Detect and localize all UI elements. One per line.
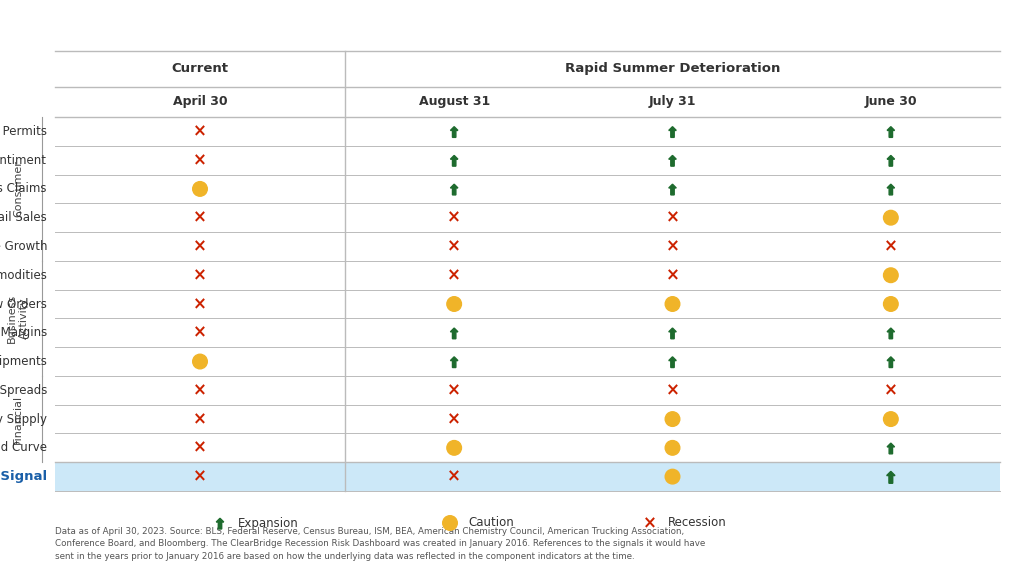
Text: ×: × xyxy=(884,237,897,255)
Circle shape xyxy=(665,470,680,484)
Text: Yield Curve: Yield Curve xyxy=(0,441,47,455)
Circle shape xyxy=(883,268,898,283)
Polygon shape xyxy=(450,184,457,195)
Text: ×: × xyxy=(193,410,207,428)
Text: Consumer: Consumer xyxy=(13,160,23,217)
Text: Caution: Caution xyxy=(468,516,514,530)
Text: ×: × xyxy=(644,514,657,532)
Text: Financial: Financial xyxy=(13,394,23,444)
Polygon shape xyxy=(887,357,894,368)
Polygon shape xyxy=(669,155,676,166)
Circle shape xyxy=(883,412,898,426)
Polygon shape xyxy=(887,328,894,339)
Circle shape xyxy=(665,296,680,312)
Text: ×: × xyxy=(884,382,897,400)
Polygon shape xyxy=(887,127,894,137)
Polygon shape xyxy=(887,184,894,195)
Text: Expansion: Expansion xyxy=(238,516,299,530)
Polygon shape xyxy=(669,184,676,195)
Text: ×: × xyxy=(193,468,207,486)
Polygon shape xyxy=(886,471,895,483)
Text: ×: × xyxy=(193,122,207,140)
Text: Rapid Summer Deterioration: Rapid Summer Deterioration xyxy=(564,63,780,75)
Polygon shape xyxy=(669,357,676,368)
Polygon shape xyxy=(669,328,676,339)
Polygon shape xyxy=(887,443,894,454)
Text: ×: × xyxy=(193,295,207,313)
Text: Current: Current xyxy=(172,63,228,75)
Circle shape xyxy=(192,354,208,369)
Text: ×: × xyxy=(447,468,462,486)
Polygon shape xyxy=(450,328,457,339)
Text: Overall Signal: Overall Signal xyxy=(0,470,47,483)
Text: ×: × xyxy=(447,266,462,284)
Text: ×: × xyxy=(665,208,680,227)
Text: Recession: Recession xyxy=(668,516,727,530)
Text: ×: × xyxy=(193,208,207,227)
Text: ×: × xyxy=(193,382,207,400)
Text: Wage Growth: Wage Growth xyxy=(0,240,47,253)
Text: ×: × xyxy=(447,382,462,400)
Circle shape xyxy=(883,210,898,225)
Circle shape xyxy=(665,441,680,455)
Text: ×: × xyxy=(193,324,207,342)
Text: ×: × xyxy=(193,266,207,284)
Polygon shape xyxy=(669,127,676,137)
Text: Jobless Claims: Jobless Claims xyxy=(0,182,47,196)
Text: Truck Shipments: Truck Shipments xyxy=(0,355,47,368)
Text: ×: × xyxy=(665,266,680,284)
Text: Housing Permits: Housing Permits xyxy=(0,125,47,138)
Text: ×: × xyxy=(665,237,680,255)
Text: ×: × xyxy=(193,237,207,255)
Text: August 31: August 31 xyxy=(418,96,489,108)
Text: ISM New Orders: ISM New Orders xyxy=(0,298,47,310)
Circle shape xyxy=(443,516,457,530)
Text: ×: × xyxy=(193,151,207,169)
Polygon shape xyxy=(450,357,457,368)
Polygon shape xyxy=(216,518,224,529)
Text: ×: × xyxy=(193,439,207,457)
Text: Business
Activity: Business Activity xyxy=(7,294,29,343)
Text: Money Supply: Money Supply xyxy=(0,413,47,426)
Circle shape xyxy=(447,296,462,312)
Text: June 30: June 30 xyxy=(865,96,917,108)
Circle shape xyxy=(192,182,208,196)
Text: Credit Spreads: Credit Spreads xyxy=(0,384,47,397)
Text: Profit Margins: Profit Margins xyxy=(0,327,47,339)
Text: ×: × xyxy=(665,382,680,400)
Text: Retail Sales: Retail Sales xyxy=(0,211,47,224)
Circle shape xyxy=(883,296,898,312)
Text: Commodities: Commodities xyxy=(0,269,47,282)
Text: July 31: July 31 xyxy=(649,96,696,108)
Text: ×: × xyxy=(447,410,462,428)
Polygon shape xyxy=(887,155,894,166)
Text: April 30: April 30 xyxy=(173,96,227,108)
Text: ×: × xyxy=(447,208,462,227)
Bar xyxy=(56,462,1000,491)
Polygon shape xyxy=(450,155,457,166)
Text: Job Sentiment: Job Sentiment xyxy=(0,153,47,167)
Circle shape xyxy=(447,441,462,455)
Circle shape xyxy=(665,412,680,426)
Text: ×: × xyxy=(447,237,462,255)
Text: Data as of April 30, 2023. Source: BLS, Federal Reserve, Census Bureau, ISM, BEA: Data as of April 30, 2023. Source: BLS, … xyxy=(56,527,705,561)
Polygon shape xyxy=(450,127,457,137)
